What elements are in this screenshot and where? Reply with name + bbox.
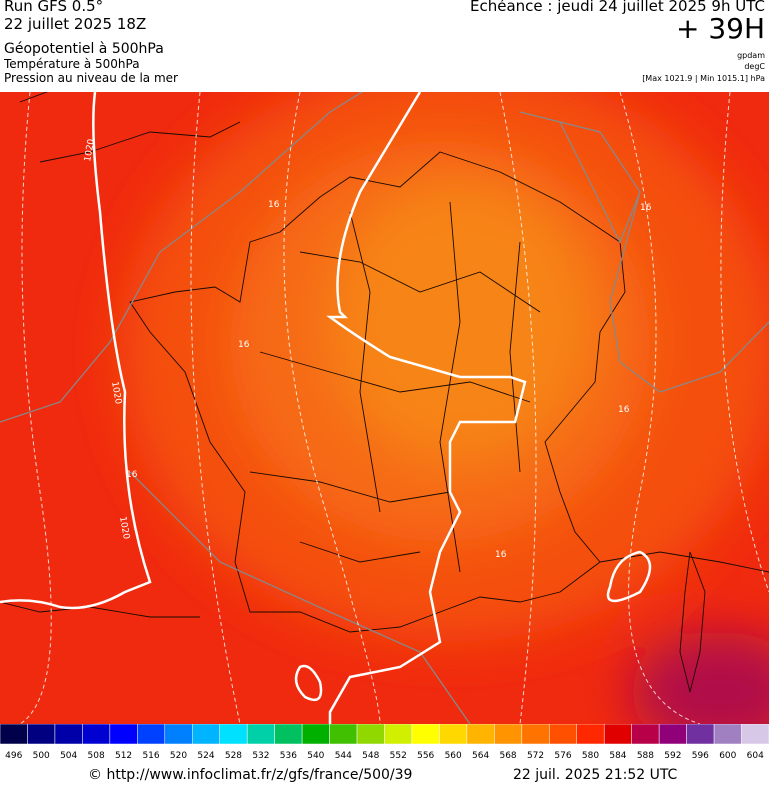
legend: 496 500 504 508 512 516 520 524 528 532 536 540 544 5… — [0, 724, 769, 761]
run-date: 22 juillet 2025 18Z — [4, 15, 147, 33]
legend-label: 596 — [692, 751, 709, 761]
legend-swatch — [164, 724, 193, 745]
legend-swatch — [192, 724, 220, 745]
legend-swatch — [658, 724, 687, 745]
legend-swatch — [219, 724, 248, 745]
legend-swatch — [741, 724, 769, 745]
field2: Température à 500hPa — [4, 57, 140, 71]
legend-swatch — [576, 724, 605, 745]
legend-swatch — [0, 724, 28, 745]
legend-swatch — [603, 724, 632, 745]
legend-swatch — [686, 724, 715, 745]
legend-swatch — [439, 724, 468, 745]
legend-label: 600 — [719, 751, 736, 761]
unit2: degC — [744, 62, 765, 71]
field3: Pression au niveau de la mer — [4, 71, 178, 85]
range: [Max 1021.9 | Min 1015.1] hPa — [642, 74, 765, 83]
offset: + 39H — [675, 12, 765, 45]
contour-label: 16 — [640, 203, 652, 213]
legend-label: 524 — [197, 751, 214, 761]
legend-label: 576 — [554, 751, 571, 761]
footer-url: © http://www.infoclimat.fr/z/gfs/france/… — [88, 767, 413, 783]
legend-swatch — [494, 724, 523, 745]
legend-swatch — [411, 724, 440, 745]
contour-label: 16 — [495, 550, 507, 560]
legend-label: 584 — [609, 751, 626, 761]
contour-label: 1020 — [83, 138, 97, 163]
legend-swatch — [82, 724, 111, 745]
temperature-contours — [19, 92, 769, 724]
geopotential-contours — [0, 92, 769, 724]
legend-swatch — [301, 724, 330, 745]
legend-swatch — [109, 724, 138, 745]
legend-swatch — [631, 724, 660, 745]
legend-swatch — [329, 724, 358, 745]
field1: Géopotentiel à 500hPa — [4, 41, 164, 57]
legend-label: 504 — [60, 751, 77, 761]
contour-label: 16 — [126, 470, 138, 480]
legend-label: 604 — [747, 751, 764, 761]
map: 1020 1020 1020 16 16 16 16 16 16 — [0, 92, 769, 724]
pressure-contours — [0, 92, 652, 724]
legend-swatch — [27, 724, 56, 745]
legend-label: 512 — [115, 751, 132, 761]
map-labels: 1020 1020 1020 16 16 16 16 16 16 — [83, 138, 652, 560]
legend-label: 564 — [472, 751, 489, 761]
legend-swatch — [246, 724, 275, 745]
contour-label: 16 — [268, 200, 280, 210]
legend-label: 500 — [33, 751, 50, 761]
contour-label: 16 — [618, 405, 630, 415]
legend-label: 544 — [335, 751, 352, 761]
legend-label: 540 — [307, 751, 324, 761]
legend-label: 496 — [5, 751, 22, 761]
unit1: gpdam — [737, 51, 765, 60]
legend-label: 588 — [637, 751, 654, 761]
legend-swatch — [54, 724, 83, 745]
legend-label: 516 — [142, 751, 159, 761]
run: Run GFS 0.5° — [4, 0, 104, 15]
legend-swatch — [466, 724, 495, 745]
legend-label: 520 — [170, 751, 187, 761]
legend-label: 560 — [445, 751, 462, 761]
legend-label: 580 — [582, 751, 599, 761]
legend-label: 572 — [527, 751, 544, 761]
legend-swatch — [549, 724, 577, 745]
legend-label: 528 — [225, 751, 242, 761]
contour-label: 1020 — [117, 516, 131, 541]
legend-swatch — [713, 724, 742, 745]
legend-label: 532 — [252, 751, 269, 761]
legend-swatch — [384, 724, 413, 745]
legend-swatch — [356, 724, 385, 745]
legend-label: 556 — [417, 751, 434, 761]
coastlines — [0, 92, 769, 693]
legend-label: 552 — [390, 751, 407, 761]
contour-label: 1020 — [109, 381, 123, 406]
contour-label: 16 — [238, 340, 250, 350]
legend-swatch — [274, 724, 303, 745]
legend-label: 536 — [280, 751, 297, 761]
echeance: Echéance : jeudi 24 juillet 2025 9h UTC — [470, 0, 765, 15]
legend-swatch — [137, 724, 166, 745]
legend-label: 508 — [88, 751, 105, 761]
legend-label: 548 — [362, 751, 379, 761]
footer-time: 22 juil. 2025 21:52 UTC — [513, 767, 678, 783]
legend-label: 568 — [499, 751, 516, 761]
legend-label: 592 — [664, 751, 681, 761]
legend-swatch — [521, 724, 550, 745]
